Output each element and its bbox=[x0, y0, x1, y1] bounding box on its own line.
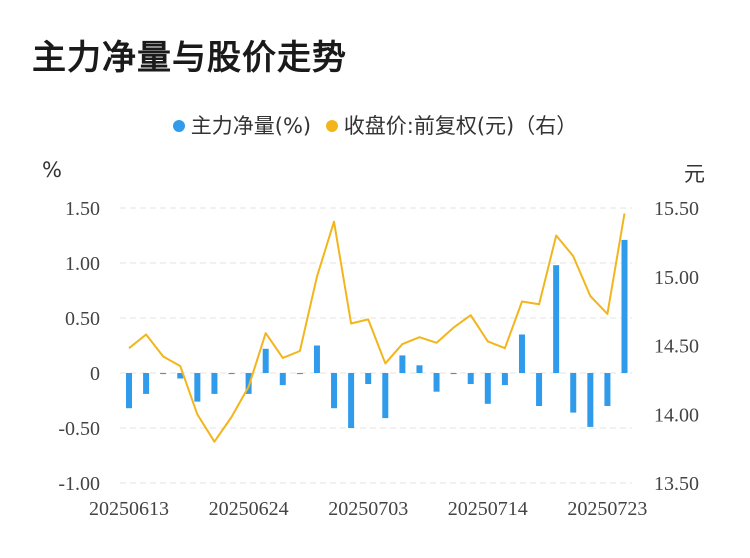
price-line bbox=[128, 213, 626, 443]
x-axis-tick-label: 20250613 bbox=[89, 498, 169, 520]
bar bbox=[143, 373, 150, 394]
x-axis-tick-label: 20250703 bbox=[328, 498, 408, 520]
bar bbox=[399, 355, 406, 373]
bar bbox=[126, 373, 132, 409]
left-axis-tick-label: 1.50 bbox=[65, 198, 100, 220]
left-axis-unit: % bbox=[42, 158, 62, 182]
bar bbox=[313, 345, 320, 373]
bar bbox=[553, 265, 560, 373]
x-axis-tick-label: 20250723 bbox=[567, 498, 647, 520]
bar bbox=[331, 373, 338, 409]
x-axis-tick-label: 20250624 bbox=[209, 498, 289, 520]
right-axis-tick-label: 15.00 bbox=[654, 267, 699, 289]
bar bbox=[604, 373, 611, 406]
bar bbox=[501, 373, 508, 386]
bar bbox=[348, 373, 355, 428]
bar bbox=[245, 373, 252, 394]
bar bbox=[262, 348, 269, 373]
legend-label-net-flow: 主力净量(%) bbox=[190, 114, 312, 138]
bar bbox=[296, 373, 303, 375]
bar bbox=[467, 373, 474, 384]
bar bbox=[160, 373, 167, 375]
legend-label-close-price: 收盘价:前复权(元)（右） bbox=[343, 114, 578, 138]
bar bbox=[621, 239, 628, 373]
right-axis-tick-label: 13.50 bbox=[654, 473, 699, 495]
bar bbox=[416, 365, 423, 373]
x-axis-tick-label: 20250714 bbox=[448, 498, 528, 520]
left-axis-tick-label: 0.50 bbox=[65, 308, 100, 330]
bar bbox=[536, 373, 543, 406]
bar bbox=[365, 373, 372, 384]
bar bbox=[518, 334, 525, 373]
bar bbox=[450, 373, 457, 375]
bar bbox=[587, 373, 594, 427]
legend: 主力净量(%) 收盘价:前复权(元)（右） bbox=[0, 110, 750, 140]
bar bbox=[194, 373, 201, 402]
left-axis-tick-label: -1.00 bbox=[58, 473, 100, 495]
bar bbox=[433, 373, 440, 392]
left-axis-tick-label: -0.50 bbox=[58, 418, 100, 440]
legend-marker-close-price bbox=[325, 120, 338, 132]
chart-title: 主力净量与股价走势 bbox=[32, 38, 347, 78]
left-axis-tick-label: 0 bbox=[90, 363, 100, 385]
bar bbox=[382, 373, 389, 419]
bar bbox=[484, 373, 491, 404]
bar bbox=[177, 373, 184, 379]
right-axis-tick-label: 14.50 bbox=[654, 336, 699, 358]
bar bbox=[570, 373, 577, 413]
bar bbox=[279, 373, 286, 386]
bar bbox=[228, 373, 235, 375]
bar bbox=[211, 373, 218, 394]
legend-item-net-flow[interactable]: 主力净量(%) bbox=[172, 110, 312, 140]
right-axis-tick-label: 15.50 bbox=[654, 198, 699, 220]
right-axis-unit: 元 bbox=[684, 162, 705, 186]
left-axis-tick-label: 1.00 bbox=[65, 253, 100, 275]
right-axis-tick-label: 14.00 bbox=[654, 404, 699, 426]
legend-marker-net-flow bbox=[172, 120, 185, 132]
legend-item-close-price[interactable]: 收盘价:前复权(元)（右） bbox=[325, 110, 578, 140]
